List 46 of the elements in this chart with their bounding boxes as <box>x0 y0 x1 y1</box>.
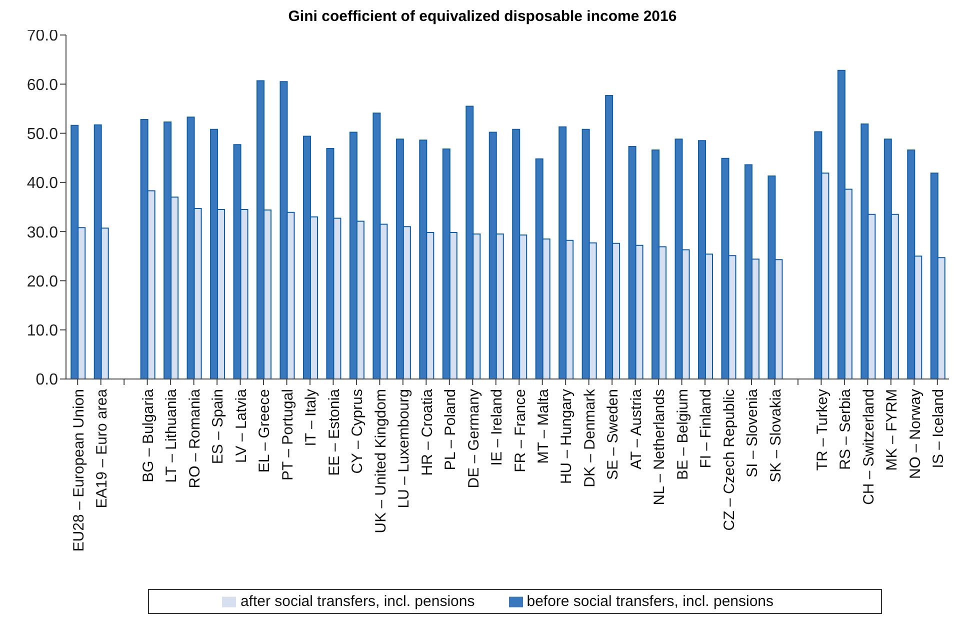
x-tick-label: PL – Poland <box>442 389 460 470</box>
x-tick-label: SK – Slovakia <box>767 388 784 482</box>
x-tick-label: LU – Luxembourg <box>396 389 413 508</box>
x-tick-label: EL – Greece <box>256 389 274 473</box>
x-tick-label: AT – Austria <box>628 388 645 470</box>
x-tick-label: FR – France <box>512 389 529 472</box>
x-tick-label: HR – Croatia <box>418 388 436 476</box>
x-tick-label: CZ – Czech Republic <box>720 388 738 531</box>
x-tick-label: FI – Finland <box>698 389 715 468</box>
x-tick-label: TR – Turkey <box>814 388 831 471</box>
x-tick-label: BG – Bulgaria <box>140 388 157 482</box>
x-tick-label: SI – Slovenia <box>744 388 762 478</box>
x-tick-label: LT – Lithuania <box>163 388 180 483</box>
x-tick-label: SE – Sweden <box>604 389 622 480</box>
x-tick-label: RS – Serbia <box>837 388 854 470</box>
x-tick-label: EA19 – Euro area <box>94 388 111 508</box>
y-tick-label: 30.0 <box>26 224 58 242</box>
chart-title: Gini coefficient of equivalized disposable income 2016 <box>288 8 677 25</box>
x-tick-label: HU – Hungary <box>558 388 576 484</box>
x-tick-label: PT – Portugal <box>279 389 296 480</box>
x-tick-label: NO – Norway <box>906 388 924 480</box>
x-tick-label: DK – Denmark <box>581 388 598 488</box>
x-tick-label: ES – Spain <box>210 389 227 464</box>
x-tick-label: CY – Cyprus <box>349 389 366 474</box>
x-tick-label: IT – Italy <box>302 388 320 446</box>
x-tick-label: MK – FYRM <box>884 389 901 471</box>
x-tick-label: LV – Latvia <box>232 388 250 463</box>
x-tick-label: MT – Malta <box>535 388 552 464</box>
legend-label: after social transfers, incl. pensions <box>240 593 475 610</box>
x-tick-label: EU28 – European Union <box>70 389 88 552</box>
y-tick-label: 40.0 <box>26 175 58 192</box>
x-tick-label: DE – Germany <box>465 388 482 488</box>
y-tick-label: 50.0 <box>26 126 58 143</box>
y-tick-label: 60.0 <box>26 76 58 94</box>
y-tick-label: 20.0 <box>26 273 58 290</box>
x-tick-label: UK – United Kingdom <box>372 389 390 534</box>
y-tick-label: 0.0 <box>36 372 58 389</box>
x-tick-label: BE – Belgium <box>674 389 692 480</box>
x-tick-label: CH – Switzerland <box>860 389 878 505</box>
y-tick-label: 10.0 <box>26 322 58 340</box>
x-tick-label: NL – Netherlands <box>651 389 668 506</box>
x-tick-label: IE – Ireland <box>488 389 506 466</box>
x-tick-label: RO – Romania <box>186 388 204 488</box>
x-tick-label: EE – Estonia <box>326 388 343 476</box>
x-tick-label: IS – Iceland <box>930 389 948 468</box>
legend-label: before social transfers, incl. pensions <box>526 593 774 610</box>
